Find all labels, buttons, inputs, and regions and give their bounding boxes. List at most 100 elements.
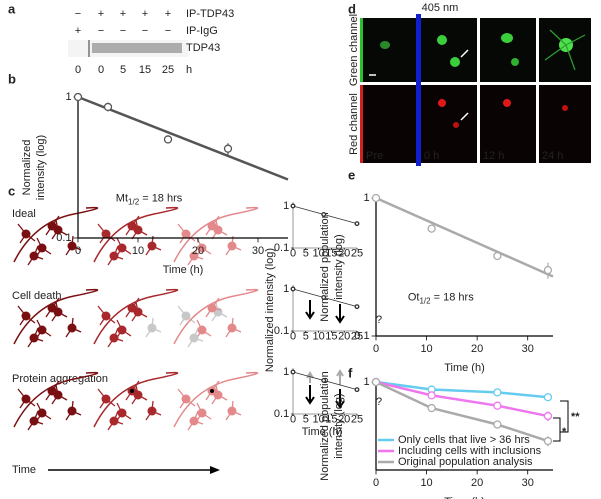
panel-label: d — [348, 1, 356, 16]
x-tick-label: 5 — [303, 330, 309, 342]
x-tick-label: 30 — [252, 245, 264, 257]
legend-label: Original population analysis — [398, 456, 533, 468]
timepoint-label: 12 h — [483, 150, 504, 162]
x-tick-label: 20 — [471, 343, 483, 355]
cell — [501, 33, 513, 43]
x-axis-label: Time (h) — [444, 496, 485, 499]
cell-body — [47, 221, 57, 231]
series-line — [375, 380, 549, 443]
x-tick-label: 0 — [75, 245, 81, 257]
axon — [173, 371, 259, 428]
cell-body — [37, 243, 47, 253]
significance-label: * — [562, 426, 567, 438]
cell-body — [227, 406, 237, 416]
x-tick-label: 30 — [522, 343, 534, 355]
x-tick-label: 10 — [132, 245, 144, 257]
cell-body — [29, 251, 39, 261]
x-tick-label: 20 — [338, 247, 350, 259]
data-point — [427, 391, 436, 400]
annotation-text: Mt — [116, 192, 128, 204]
cell-body — [101, 229, 111, 239]
x-tick-label: 10 — [312, 247, 324, 259]
channel-bar — [360, 85, 363, 163]
y-tick-label: 1 — [363, 376, 369, 388]
blot-unit: h — [186, 64, 192, 76]
x-axis-label: Time (h) — [444, 362, 485, 374]
annotation-text: Ot — [408, 291, 420, 303]
pointer-arrow — [460, 49, 469, 58]
y-tick-label: 1 — [283, 283, 289, 295]
blot-mark: − — [142, 25, 148, 37]
down-arrow — [305, 385, 315, 405]
data-point — [73, 92, 83, 102]
cell-body — [127, 303, 137, 313]
cell-body — [189, 416, 199, 426]
axon — [93, 371, 179, 428]
cell-body — [197, 408, 207, 418]
axon — [93, 288, 179, 345]
blot-mark: + — [142, 8, 148, 20]
annotation-sub: 1/2 — [419, 296, 431, 305]
blot-mark: − — [98, 25, 104, 37]
y-tick-label: 0.1 — [274, 325, 289, 337]
image — [421, 18, 477, 82]
x-tick-label: 0 — [290, 330, 296, 342]
cell-body — [109, 333, 119, 343]
data-point — [223, 144, 233, 153]
data-point — [354, 387, 360, 393]
blot-mark: + — [165, 8, 171, 20]
cell — [380, 41, 390, 49]
x-tick-label: 0 — [290, 247, 296, 259]
blot-mark: − — [120, 25, 126, 37]
inclusion — [210, 389, 214, 393]
data-point — [543, 436, 553, 446]
blot-time: 25 — [162, 64, 174, 76]
blot-time: 5 — [120, 64, 126, 76]
panel-label: f — [348, 365, 353, 380]
cell — [450, 57, 460, 67]
data-point — [321, 211, 327, 217]
series-line — [77, 95, 289, 181]
diagram-row-label: Ideal — [12, 208, 36, 220]
data-point — [371, 377, 381, 387]
diagram-ylabel: Normalized intensity (log) — [264, 248, 276, 372]
cell-body — [181, 311, 191, 321]
blot-band-label: TDP43 — [186, 42, 220, 54]
x-tick-label: 0 — [373, 343, 379, 355]
image-grid — [360, 14, 591, 166]
channel-label: Green channel — [348, 14, 360, 86]
inclusion — [130, 389, 134, 393]
data-point — [371, 193, 381, 203]
y-axis-label: Normalized — [21, 140, 33, 196]
blot-band — [92, 43, 182, 53]
data-point — [103, 102, 113, 112]
cell-body — [207, 221, 217, 231]
x-tick-label: 30 — [522, 477, 534, 489]
cell-body — [37, 325, 47, 335]
x-tick-label: 5 — [303, 413, 309, 425]
y-tick-label: 1 — [283, 366, 289, 378]
series-line — [375, 196, 554, 278]
cell-body — [109, 416, 119, 426]
cell-body — [67, 241, 77, 251]
cell-body — [147, 323, 157, 333]
x-tick-label: 25 — [351, 330, 363, 342]
cell-body — [127, 221, 137, 231]
data-point — [493, 420, 502, 429]
cell-body — [181, 229, 191, 239]
y-axis-label: intensity (log) — [333, 234, 345, 299]
data-point — [290, 369, 296, 375]
stimulus-bar — [416, 14, 421, 166]
cell-body — [47, 386, 57, 396]
y-axis-label: intensity (log) — [333, 393, 345, 458]
time-label: Time — [12, 464, 36, 476]
data-point — [543, 393, 553, 402]
x-tick-label: 15 — [325, 413, 337, 425]
panel-label: a — [8, 1, 16, 16]
cell-body — [21, 311, 31, 321]
series-line — [375, 380, 549, 399]
y-tick-label: 1 — [363, 192, 369, 204]
cell — [437, 35, 447, 45]
x-tick-label: 15 — [325, 247, 337, 259]
